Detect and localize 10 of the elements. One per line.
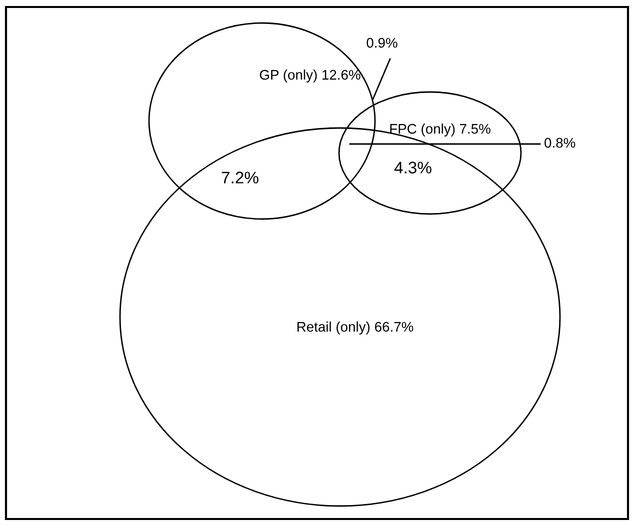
text: 7.2% [222,172,258,184]
text: 0.9% [366,38,398,48]
data-label: 12.6% [322,70,360,80]
text: 4.3% [394,162,432,174]
category-label: FPC (only) [390,124,455,136]
text: 0.8% [544,138,576,148]
data-label: 66.7% [375,322,414,332]
category-label: GP (only) [260,70,317,82]
data-label: 7.5% [460,124,490,134]
category-label: Retail (only) [297,322,370,334]
